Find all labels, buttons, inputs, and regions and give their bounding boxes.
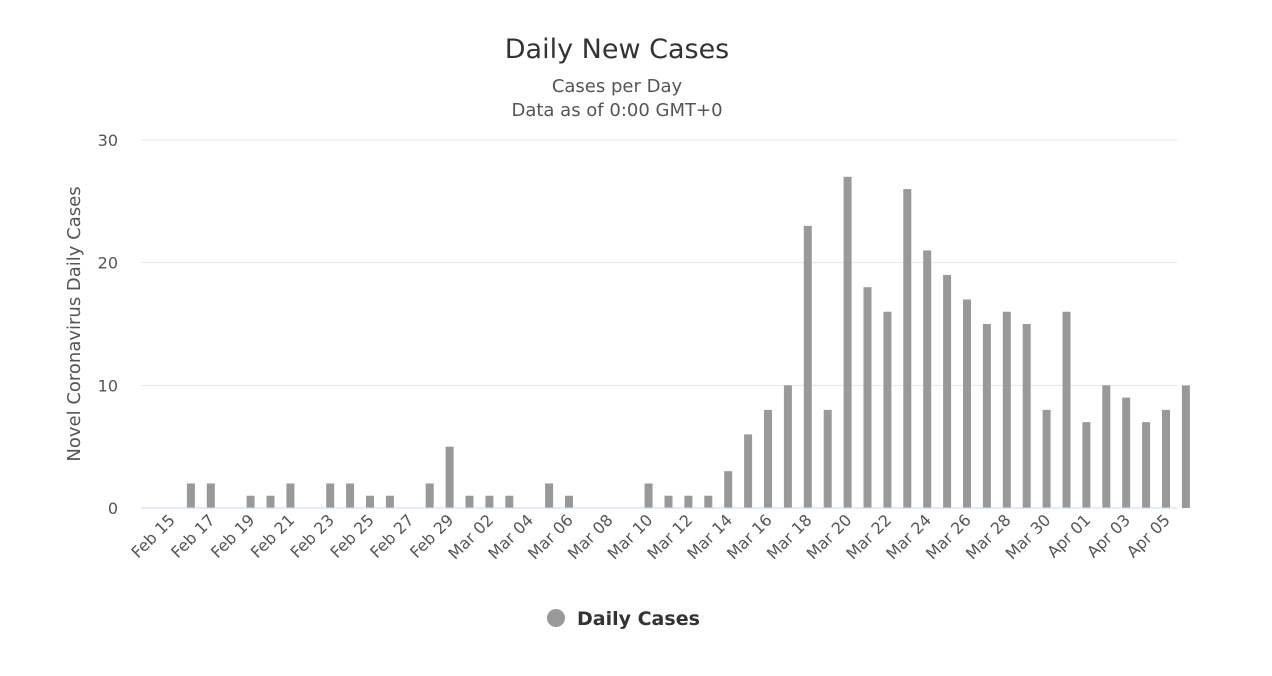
bar[interactable] (565, 495, 573, 508)
bar[interactable] (246, 495, 255, 508)
bar[interactable] (724, 471, 733, 508)
bar[interactable] (1162, 409, 1170, 508)
x-tick-label: Apr 01 (1043, 510, 1094, 561)
y-tick-label: 20 (98, 254, 118, 273)
bar[interactable] (1042, 409, 1051, 508)
bar[interactable] (982, 324, 991, 508)
bar[interactable] (943, 274, 952, 508)
y-tick-label: 10 (98, 376, 118, 395)
x-tick-label: Mar 30 (1002, 510, 1055, 563)
legend-marker-icon (547, 609, 565, 627)
x-tick-label: Apr 03 (1083, 510, 1134, 561)
x-tick-label: Feb 19 (207, 510, 258, 561)
bar[interactable] (704, 495, 713, 508)
bar[interactable] (385, 495, 394, 508)
bar[interactable] (505, 495, 514, 508)
y-axis-ticks: 0 10 20 30 (98, 131, 118, 518)
bar[interactable] (744, 434, 753, 508)
chart-subtitle-line-2: Data as of 0:00 GMT+0 (511, 100, 722, 121)
bar[interactable] (883, 311, 892, 508)
bar[interactable] (1002, 311, 1011, 508)
chart-title: Daily New Cases (505, 34, 730, 65)
bar[interactable] (286, 483, 295, 508)
bar[interactable] (266, 495, 275, 508)
bar[interactable] (1122, 397, 1131, 508)
bar[interactable] (1082, 422, 1091, 508)
bar[interactable] (465, 495, 474, 508)
bar[interactable] (425, 483, 434, 508)
bar[interactable] (485, 495, 494, 508)
bar[interactable] (1181, 385, 1190, 508)
bar[interactable] (366, 495, 374, 508)
y-axis-title: Novel Coronavirus Daily Cases (64, 186, 85, 461)
bar[interactable] (903, 189, 912, 509)
bar[interactable] (1022, 324, 1031, 508)
bar[interactable] (764, 409, 772, 508)
bar[interactable] (326, 483, 335, 508)
x-tick-label: Feb 25 (326, 510, 377, 561)
bar[interactable] (823, 409, 832, 508)
bar[interactable] (644, 483, 653, 508)
chart-subtitle-line-1: Cases per Day (552, 76, 683, 97)
y-tick-label: 30 (98, 131, 118, 150)
legend[interactable]: Daily Cases (547, 608, 700, 630)
bar[interactable] (803, 225, 812, 508)
gridlines (141, 139, 1177, 386)
bar-series (186, 176, 1190, 509)
bar[interactable] (843, 176, 852, 509)
x-tick-label: Feb 27 (366, 510, 417, 561)
bar[interactable] (1142, 422, 1151, 508)
bar[interactable] (1062, 311, 1071, 508)
bar[interactable] (545, 483, 554, 508)
bar[interactable] (1102, 385, 1111, 508)
bar[interactable] (445, 446, 454, 508)
bar[interactable] (206, 483, 215, 508)
bar[interactable] (783, 385, 792, 508)
x-tick-label: Feb 21 (247, 510, 298, 561)
x-tick-label: Apr 05 (1123, 510, 1174, 561)
y-tick-label: 0 (108, 499, 118, 518)
bar[interactable] (664, 495, 673, 508)
bar[interactable] (863, 287, 872, 508)
x-tick-label: Feb 15 (127, 510, 178, 561)
bar[interactable] (186, 483, 195, 508)
bar[interactable] (963, 299, 971, 508)
bar[interactable] (923, 250, 932, 508)
x-tick-label: Feb 23 (287, 510, 338, 561)
bar[interactable] (684, 495, 693, 508)
x-tick-label: Feb 17 (167, 510, 218, 561)
bar[interactable] (346, 483, 355, 508)
legend-item-daily-cases[interactable]: Daily Cases (577, 608, 700, 630)
